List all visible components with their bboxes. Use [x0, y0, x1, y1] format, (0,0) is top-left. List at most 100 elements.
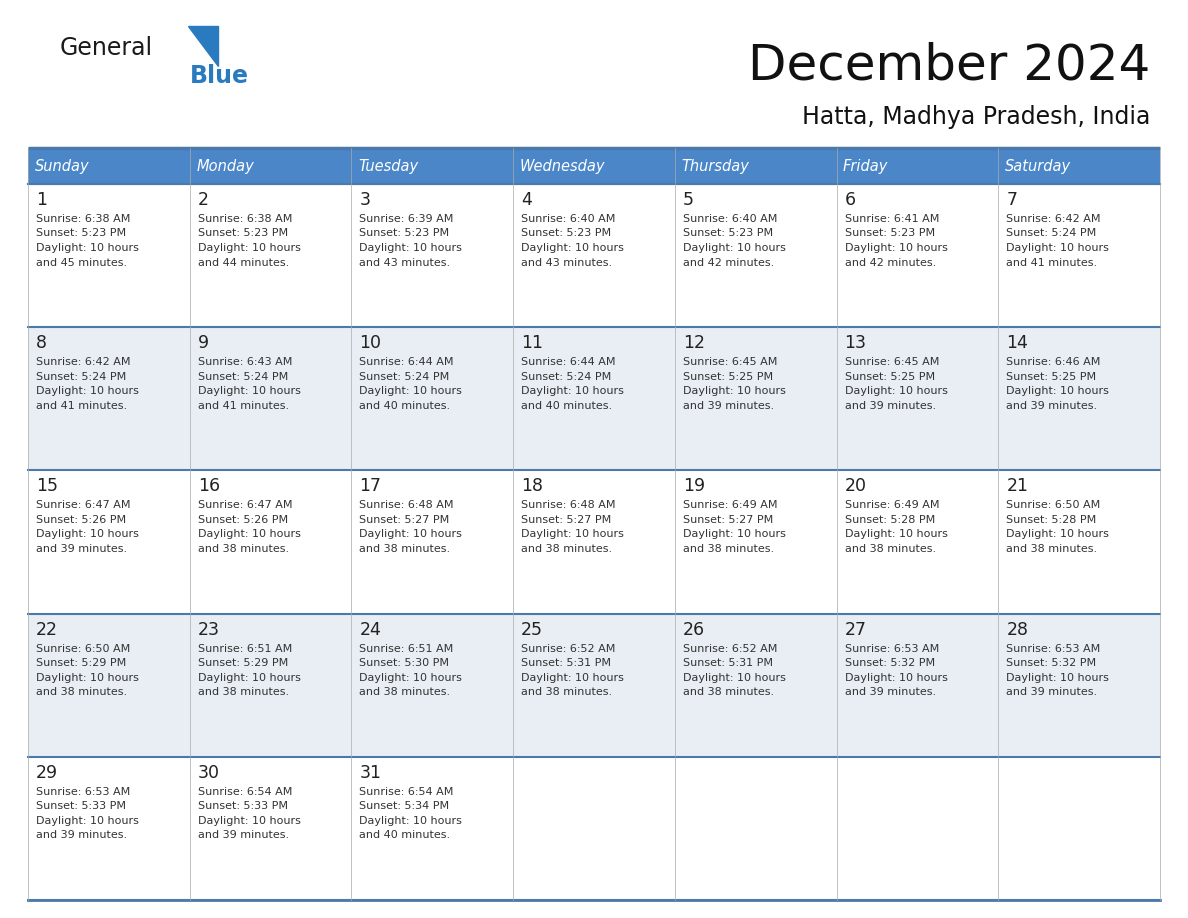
Text: Sunrise: 6:45 AM: Sunrise: 6:45 AM: [845, 357, 939, 367]
Bar: [29, 148, 190, 184]
Text: and 39 minutes.: and 39 minutes.: [197, 830, 289, 840]
Text: Sunset: 5:29 PM: Sunset: 5:29 PM: [36, 658, 126, 668]
Text: 16: 16: [197, 477, 220, 496]
Bar: [836, 613, 998, 756]
Text: Daylight: 10 hours: Daylight: 10 hours: [36, 386, 139, 397]
Text: Daylight: 10 hours: Daylight: 10 hours: [683, 530, 785, 540]
Text: Sunset: 5:34 PM: Sunset: 5:34 PM: [360, 801, 449, 812]
Text: Sunrise: 6:51 AM: Sunrise: 6:51 AM: [360, 644, 454, 654]
Bar: [190, 756, 352, 900]
Text: General: General: [61, 36, 153, 60]
Text: Daylight: 10 hours: Daylight: 10 hours: [522, 386, 624, 397]
Text: Sunrise: 6:49 AM: Sunrise: 6:49 AM: [683, 500, 777, 510]
Text: 31: 31: [360, 764, 381, 782]
Text: Thursday: Thursday: [682, 159, 750, 174]
Text: Tuesday: Tuesday: [358, 159, 418, 174]
Text: Sunset: 5:32 PM: Sunset: 5:32 PM: [845, 658, 935, 668]
Text: Sunset: 5:25 PM: Sunset: 5:25 PM: [683, 372, 773, 382]
Bar: [998, 148, 1159, 184]
Bar: [513, 470, 675, 613]
Text: Sunrise: 6:52 AM: Sunrise: 6:52 AM: [522, 644, 615, 654]
Text: 24: 24: [360, 621, 381, 639]
Text: Sunset: 5:27 PM: Sunset: 5:27 PM: [683, 515, 773, 525]
Text: Sunset: 5:26 PM: Sunset: 5:26 PM: [197, 515, 287, 525]
Text: Daylight: 10 hours: Daylight: 10 hours: [522, 673, 624, 683]
Text: Sunrise: 6:42 AM: Sunrise: 6:42 AM: [1006, 214, 1101, 224]
Text: and 40 minutes.: and 40 minutes.: [522, 400, 612, 410]
Text: 12: 12: [683, 334, 704, 353]
Bar: [998, 327, 1159, 470]
Text: Sunrise: 6:51 AM: Sunrise: 6:51 AM: [197, 644, 292, 654]
Text: 26: 26: [683, 621, 704, 639]
Text: Daylight: 10 hours: Daylight: 10 hours: [1006, 673, 1110, 683]
Text: and 38 minutes.: and 38 minutes.: [1006, 543, 1098, 554]
Text: Sunrise: 6:42 AM: Sunrise: 6:42 AM: [36, 357, 131, 367]
Text: December 2024: December 2024: [747, 42, 1150, 90]
Text: and 38 minutes.: and 38 minutes.: [197, 687, 289, 697]
Text: Sunset: 5:31 PM: Sunset: 5:31 PM: [683, 658, 773, 668]
Text: and 41 minutes.: and 41 minutes.: [36, 400, 127, 410]
Text: 10: 10: [360, 334, 381, 353]
Text: 20: 20: [845, 477, 866, 496]
Bar: [998, 184, 1159, 327]
Text: Sunset: 5:33 PM: Sunset: 5:33 PM: [36, 801, 126, 812]
Text: Sunset: 5:24 PM: Sunset: 5:24 PM: [36, 372, 126, 382]
Bar: [675, 470, 836, 613]
Text: Sunrise: 6:38 AM: Sunrise: 6:38 AM: [36, 214, 131, 224]
Text: Sunrise: 6:48 AM: Sunrise: 6:48 AM: [360, 500, 454, 510]
Text: Sunset: 5:30 PM: Sunset: 5:30 PM: [360, 658, 449, 668]
Text: Daylight: 10 hours: Daylight: 10 hours: [845, 243, 948, 253]
Text: Sunrise: 6:54 AM: Sunrise: 6:54 AM: [197, 787, 292, 797]
Bar: [836, 756, 998, 900]
Text: Sunrise: 6:40 AM: Sunrise: 6:40 AM: [683, 214, 777, 224]
Text: Monday: Monday: [196, 159, 254, 174]
Bar: [352, 613, 513, 756]
Text: Sunset: 5:23 PM: Sunset: 5:23 PM: [845, 229, 935, 239]
Text: Sunrise: 6:54 AM: Sunrise: 6:54 AM: [360, 787, 454, 797]
Text: Sunset: 5:29 PM: Sunset: 5:29 PM: [197, 658, 287, 668]
Bar: [29, 613, 190, 756]
Text: Hatta, Madhya Pradesh, India: Hatta, Madhya Pradesh, India: [802, 105, 1150, 129]
Text: Daylight: 10 hours: Daylight: 10 hours: [36, 243, 139, 253]
Text: 30: 30: [197, 764, 220, 782]
Bar: [836, 148, 998, 184]
Text: and 39 minutes.: and 39 minutes.: [1006, 400, 1098, 410]
Text: and 39 minutes.: and 39 minutes.: [845, 400, 936, 410]
Text: Sunrise: 6:43 AM: Sunrise: 6:43 AM: [197, 357, 292, 367]
Text: Sunset: 5:25 PM: Sunset: 5:25 PM: [845, 372, 935, 382]
Text: and 39 minutes.: and 39 minutes.: [683, 400, 775, 410]
Bar: [190, 148, 352, 184]
Text: 15: 15: [36, 477, 58, 496]
Text: 7: 7: [1006, 191, 1017, 209]
Bar: [513, 148, 675, 184]
Text: Sunset: 5:28 PM: Sunset: 5:28 PM: [845, 515, 935, 525]
Bar: [29, 470, 190, 613]
Text: 28: 28: [1006, 621, 1029, 639]
Bar: [29, 327, 190, 470]
Text: Daylight: 10 hours: Daylight: 10 hours: [1006, 386, 1110, 397]
Text: and 38 minutes.: and 38 minutes.: [683, 543, 775, 554]
Text: and 38 minutes.: and 38 minutes.: [36, 687, 127, 697]
Text: and 42 minutes.: and 42 minutes.: [845, 258, 936, 267]
Text: and 38 minutes.: and 38 minutes.: [845, 543, 936, 554]
Text: and 43 minutes.: and 43 minutes.: [360, 258, 450, 267]
Text: Daylight: 10 hours: Daylight: 10 hours: [845, 673, 948, 683]
Text: and 41 minutes.: and 41 minutes.: [197, 400, 289, 410]
Text: Sunrise: 6:45 AM: Sunrise: 6:45 AM: [683, 357, 777, 367]
Text: Sunrise: 6:50 AM: Sunrise: 6:50 AM: [1006, 500, 1100, 510]
Text: and 39 minutes.: and 39 minutes.: [1006, 687, 1098, 697]
Text: and 38 minutes.: and 38 minutes.: [360, 543, 450, 554]
Text: Daylight: 10 hours: Daylight: 10 hours: [522, 530, 624, 540]
Text: Sunset: 5:23 PM: Sunset: 5:23 PM: [360, 229, 449, 239]
Bar: [836, 470, 998, 613]
Text: and 44 minutes.: and 44 minutes.: [197, 258, 289, 267]
Bar: [352, 148, 513, 184]
Text: Daylight: 10 hours: Daylight: 10 hours: [845, 386, 948, 397]
Text: Daylight: 10 hours: Daylight: 10 hours: [197, 386, 301, 397]
Text: Sunset: 5:25 PM: Sunset: 5:25 PM: [1006, 372, 1097, 382]
Bar: [513, 184, 675, 327]
Text: Saturday: Saturday: [1005, 159, 1070, 174]
Text: and 38 minutes.: and 38 minutes.: [197, 543, 289, 554]
Text: Daylight: 10 hours: Daylight: 10 hours: [845, 530, 948, 540]
Text: 14: 14: [1006, 334, 1028, 353]
